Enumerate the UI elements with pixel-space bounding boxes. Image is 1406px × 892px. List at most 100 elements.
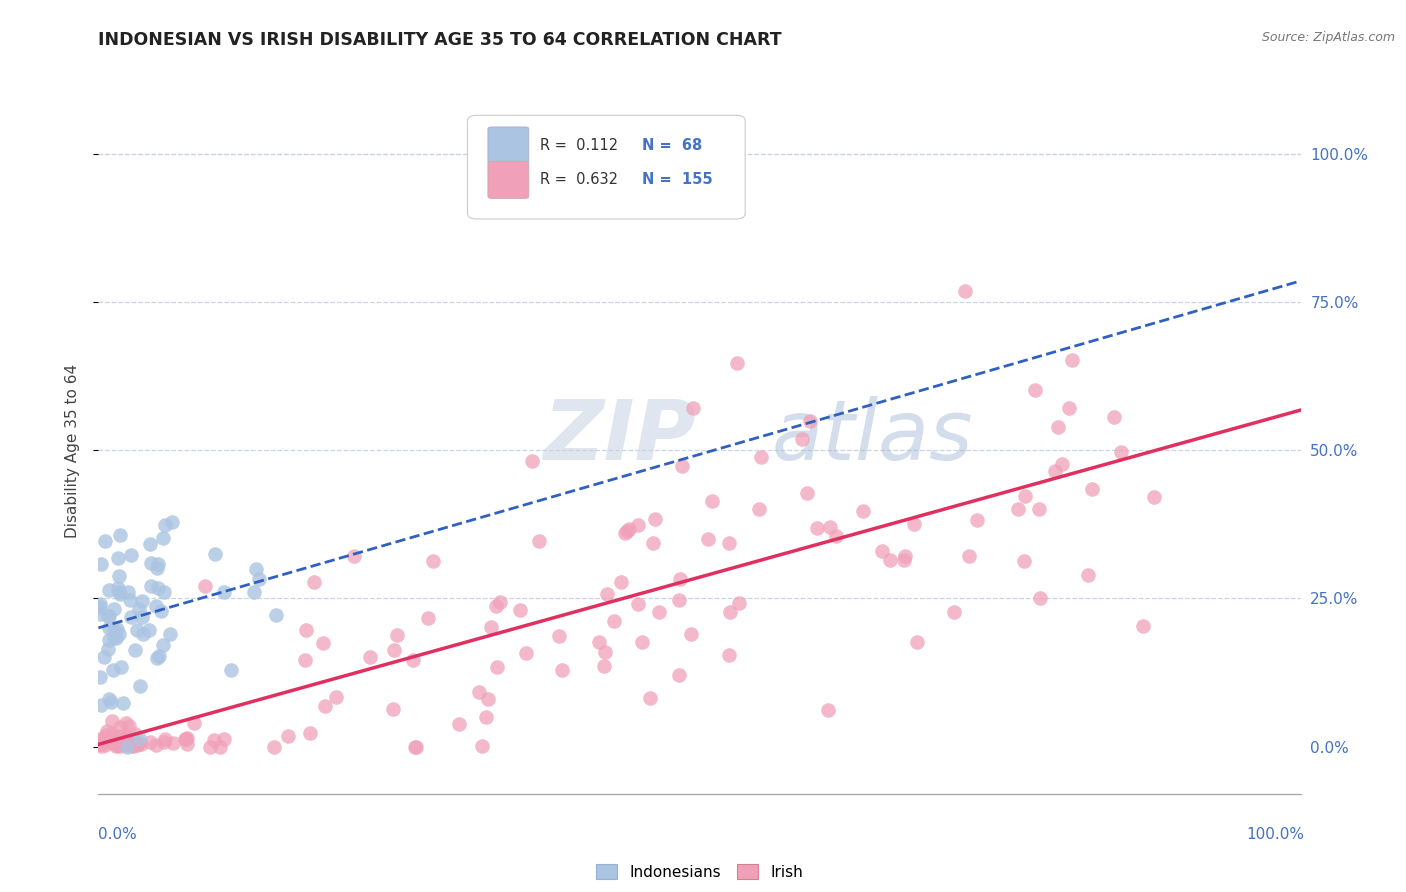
Point (1142, 491, 1164, 505)
Point (593, 659, 616, 673)
Point (613, 526, 636, 541)
Point (98, 621, 121, 635)
Point (108, 584, 131, 599)
FancyBboxPatch shape (467, 115, 745, 219)
FancyBboxPatch shape (488, 161, 529, 198)
Point (128, 601, 150, 615)
Point (616, 524, 638, 538)
Point (548, 629, 571, 643)
Legend: Indonesians, Irish: Indonesians, Irish (591, 858, 808, 886)
Point (551, 663, 574, 677)
Point (1024, 383, 1046, 397)
Point (96, 734, 118, 748)
Point (679, 627, 702, 641)
Point (89, 670, 111, 684)
Point (117, 585, 139, 599)
Point (447, 716, 470, 731)
Point (595, 644, 617, 658)
Point (202, 732, 225, 747)
Point (107, 735, 129, 749)
Point (139, 556, 162, 570)
Point (100, 695, 122, 709)
Point (108, 729, 131, 743)
Point (148, 557, 170, 571)
Point (631, 635, 654, 649)
Point (725, 356, 748, 370)
Point (90, 735, 112, 749)
Point (87, 737, 110, 751)
Point (98, 632, 121, 647)
Point (110, 660, 132, 674)
Point (1057, 401, 1080, 415)
Point (155, 518, 177, 533)
Point (468, 685, 491, 699)
Point (824, 529, 846, 543)
Point (304, 575, 326, 590)
Point (697, 533, 720, 547)
Point (485, 659, 508, 673)
Point (176, 731, 198, 745)
Point (103, 623, 125, 637)
Point (131, 594, 153, 608)
Point (105, 739, 128, 753)
Point (114, 716, 136, 731)
Point (509, 603, 531, 617)
Point (153, 735, 176, 749)
Point (588, 635, 610, 649)
Point (112, 697, 135, 711)
Point (382, 642, 405, 657)
Point (107, 551, 129, 566)
Point (749, 450, 772, 464)
Point (905, 635, 928, 649)
Text: N =  68: N = 68 (641, 138, 702, 153)
Point (263, 739, 285, 754)
Point (1012, 554, 1035, 568)
Point (91, 733, 114, 747)
Point (104, 631, 127, 645)
Point (870, 543, 893, 558)
Point (89, 737, 111, 751)
Point (669, 572, 692, 586)
Point (112, 734, 135, 748)
Point (105, 622, 128, 636)
Point (818, 519, 841, 533)
Point (93, 649, 115, 664)
Point (107, 581, 129, 595)
Point (404, 739, 426, 754)
Point (131, 737, 153, 751)
Point (98, 608, 121, 623)
Point (638, 691, 661, 706)
Point (89, 607, 111, 621)
Point (343, 549, 366, 563)
Point (627, 518, 650, 533)
Point (668, 593, 690, 607)
Point (159, 627, 181, 641)
Point (477, 692, 499, 706)
Point (416, 611, 439, 625)
Point (108, 627, 131, 641)
Point (626, 597, 648, 611)
Point (966, 513, 988, 527)
Point (1062, 353, 1084, 368)
Point (101, 730, 124, 744)
Point (471, 739, 494, 753)
Point (644, 512, 666, 526)
Point (943, 605, 966, 619)
Point (125, 738, 148, 752)
Point (152, 531, 174, 545)
Point (796, 486, 818, 500)
Point (110, 739, 132, 753)
Point (405, 739, 427, 754)
Point (1132, 618, 1154, 632)
Point (1102, 409, 1125, 424)
Point (121, 739, 143, 754)
Point (146, 582, 169, 596)
Point (146, 561, 169, 575)
Point (131, 610, 153, 624)
Point (214, 732, 236, 747)
Point (718, 605, 741, 619)
Point (903, 517, 925, 532)
Point (488, 595, 510, 609)
Point (90, 698, 112, 712)
Point (152, 585, 174, 599)
